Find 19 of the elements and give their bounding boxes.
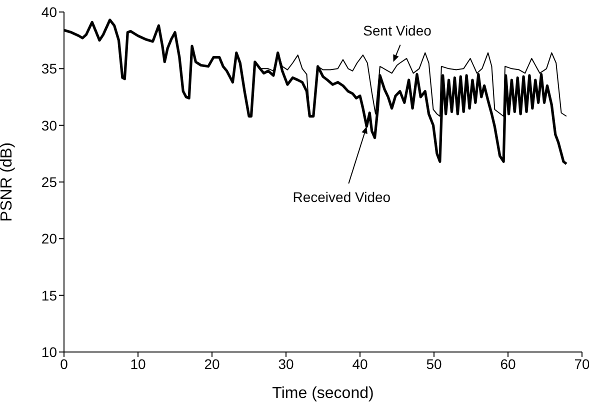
y-tick-label: 35 (41, 60, 58, 77)
x-tick-label: 70 (574, 356, 589, 372)
x-axis-title: Time (second) (272, 385, 374, 402)
x-tick-label: 30 (278, 356, 294, 372)
x-tick-label: 10 (130, 356, 146, 372)
x-tick-label: 0 (60, 356, 68, 372)
x-tick-label: 60 (500, 356, 516, 372)
x-tick-label: 50 (426, 356, 442, 372)
y-tick-label: 25 (41, 174, 58, 190)
y-tick-label: 30 (41, 117, 58, 134)
x-tick-label: 40 (352, 356, 368, 372)
y-tick-label: 15 (41, 287, 58, 304)
y-tick-label: 20 (41, 230, 58, 247)
annotation: Received Video (292, 189, 391, 206)
x-tick-label: 20 (204, 356, 220, 372)
y-axis-title: PSNR (dB) (0, 142, 16, 222)
y-tick-label: 10 (41, 344, 58, 360)
y-tick-label: 40 (41, 4, 58, 20)
annotation: Sent Video (363, 22, 432, 39)
